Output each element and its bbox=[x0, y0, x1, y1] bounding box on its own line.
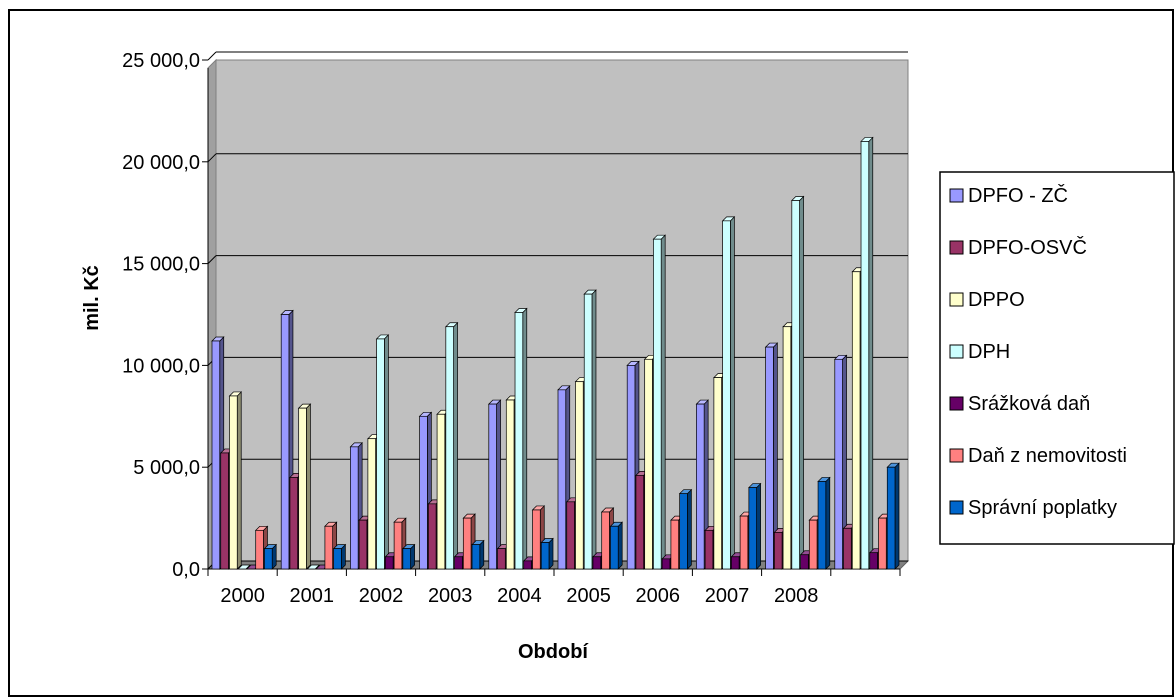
legend-swatch bbox=[949, 448, 964, 463]
x-tick-label: 2000 bbox=[220, 585, 265, 607]
bar bbox=[860, 136, 874, 570]
legend-item: DPPO bbox=[949, 289, 1025, 311]
bar bbox=[721, 215, 736, 570]
bar bbox=[471, 539, 485, 570]
legend-swatch bbox=[949, 240, 964, 255]
x-tick-label: 2002 bbox=[359, 585, 404, 607]
legend-swatch bbox=[949, 188, 964, 203]
bar bbox=[886, 462, 900, 570]
bars bbox=[211, 136, 900, 570]
bar bbox=[487, 399, 502, 570]
bar bbox=[583, 289, 597, 570]
bar bbox=[228, 391, 243, 570]
legend-item: DPFO - ZČ bbox=[949, 184, 1068, 207]
bar bbox=[790, 195, 805, 570]
x-tick-label: 2008 bbox=[774, 585, 819, 607]
x-tick-label: 2005 bbox=[566, 585, 611, 607]
x-tick-label: 2006 bbox=[636, 585, 681, 607]
gridline-side bbox=[207, 153, 217, 163]
y-tick-label: 20 000,0 bbox=[122, 152, 200, 174]
legend-box bbox=[939, 171, 1175, 545]
gridline-side bbox=[207, 51, 217, 61]
legend-swatch bbox=[949, 396, 964, 411]
bar bbox=[678, 488, 693, 570]
legend-item: DPFO-OSVČ bbox=[949, 236, 1087, 259]
bar bbox=[306, 564, 321, 570]
y-tick-label: 0,0 bbox=[172, 559, 200, 581]
y-tick-label: 5 000,0 bbox=[133, 457, 200, 479]
legend-item: DPH bbox=[949, 341, 1010, 363]
x-tick-label: 2003 bbox=[428, 585, 473, 607]
bar bbox=[332, 543, 347, 570]
legend-label: DPFO - ZČ bbox=[968, 184, 1068, 207]
legend-label: Srážková daň bbox=[968, 393, 1090, 415]
bar bbox=[540, 537, 554, 570]
bar bbox=[817, 476, 831, 570]
bar bbox=[444, 321, 459, 570]
bar bbox=[652, 234, 667, 570]
legend-swatch bbox=[949, 500, 964, 515]
legend-label: Správní poplatky bbox=[968, 497, 1117, 519]
y-tick-label: 15 000,0 bbox=[122, 254, 200, 276]
bar bbox=[297, 403, 312, 570]
legend-label: DPPO bbox=[968, 289, 1025, 311]
bar bbox=[375, 334, 390, 570]
legend: DPFO - ZČ DPFO-OSVČ DPPO DPH Srážková daň Daň… bbox=[939, 171, 1175, 545]
y-tick-label: 25 000,0 bbox=[122, 50, 200, 72]
gridline-side bbox=[207, 255, 217, 264]
bar bbox=[263, 543, 278, 570]
legend-item: Správní poplatky bbox=[949, 497, 1117, 519]
y-axis: 0,0 5 000,0 10 000,0 15 000,0 20 000,0 25 000… bbox=[122, 50, 209, 581]
legend-item: Daň z nemovitosti bbox=[949, 445, 1127, 467]
x-tick-label: 2004 bbox=[497, 585, 542, 607]
bar bbox=[514, 307, 528, 570]
legend-label: Daň z nemovitosti bbox=[968, 445, 1127, 467]
x-axis-title: Období bbox=[518, 641, 589, 663]
y-axis-title: mil. Kč bbox=[81, 265, 103, 331]
legend-swatch bbox=[949, 344, 964, 359]
legend-swatch bbox=[949, 292, 964, 307]
bar bbox=[764, 342, 779, 570]
x-axis: 2000 2001 2002 2003 2004 2005 2006 2007 2008 bbox=[207, 568, 901, 607]
bar bbox=[237, 564, 251, 570]
bar bbox=[609, 521, 624, 570]
bar bbox=[402, 543, 416, 570]
y-tick-label: 10 000,0 bbox=[122, 355, 200, 377]
x-tick-label: 2001 bbox=[290, 585, 335, 607]
bar bbox=[748, 482, 762, 570]
legend-label: DPH bbox=[968, 341, 1010, 363]
legend-label: DPFO-OSVČ bbox=[968, 236, 1087, 259]
legend-item: Srážková daň bbox=[949, 393, 1090, 415]
x-tick-label: 2007 bbox=[705, 585, 750, 607]
